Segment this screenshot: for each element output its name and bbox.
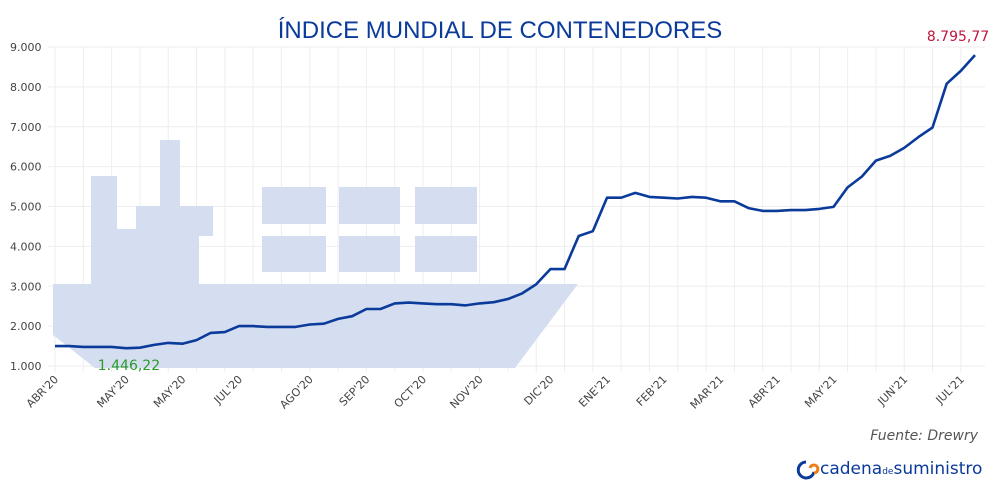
ship-hull xyxy=(53,284,578,368)
value-label: 1.446,22 xyxy=(98,358,160,374)
y-tick-label: 3.000 xyxy=(10,280,42,293)
brand: suministro xyxy=(893,459,982,479)
chart-title: ÍNDICE MUNDIAL DE CONTENEDORES xyxy=(278,17,723,44)
ship-tower xyxy=(160,140,180,284)
y-tick-label: 5.000 xyxy=(10,201,42,214)
ship-tower xyxy=(117,229,136,284)
x-tick-label: OCT'20 xyxy=(392,373,430,411)
x-tick-label: JUL'20 xyxy=(211,373,245,407)
x-tick-label: ENE'21 xyxy=(576,373,613,410)
source: Fuente: Drewry xyxy=(870,428,978,444)
y-tick-label: 8.000 xyxy=(10,81,42,94)
container xyxy=(339,187,400,224)
y-tick-label: 4.000 xyxy=(10,240,42,253)
ship-tower xyxy=(136,206,160,284)
x-tick-label: ABR'20 xyxy=(24,373,61,410)
data-line xyxy=(55,54,976,350)
ship-tower xyxy=(180,206,213,236)
container xyxy=(339,236,400,272)
value-label: 8.795,77 xyxy=(927,29,989,45)
x-tick-label: SEP'20 xyxy=(337,373,373,409)
x-tick-label: JUN'21 xyxy=(875,373,911,409)
x-tick-label: AGO'20 xyxy=(277,373,316,412)
x-tick-label: MAR'21 xyxy=(688,373,727,412)
x-tick-label: DIC'20 xyxy=(522,373,557,408)
container xyxy=(415,187,477,224)
container xyxy=(262,236,326,272)
ship-tower xyxy=(91,176,117,284)
x-tick-label: MAY'20 xyxy=(151,373,188,410)
brand-logo: cadenadesuministro xyxy=(796,459,982,480)
x-tick-label: JUL'21 xyxy=(933,373,967,407)
x-tick-label: NOV'20 xyxy=(447,373,485,411)
y-tick-label: 2.000 xyxy=(10,320,42,333)
container xyxy=(262,187,326,224)
x-tick-label: MAY'21 xyxy=(802,373,839,410)
svg-text:cadenadesuministro: cadenadesuministro xyxy=(820,459,982,479)
x-tick-label: MAY'20 xyxy=(94,373,131,410)
y-tick-label: 1.000 xyxy=(10,360,42,373)
x-tick-label: ABR'21 xyxy=(746,373,783,410)
y-tick-label: 6.000 xyxy=(10,161,42,174)
y-tick-label: 7.000 xyxy=(10,121,42,134)
logo-icon xyxy=(796,460,816,480)
logo-icon xyxy=(808,463,820,475)
x-tick-label: FEB'21 xyxy=(634,373,670,409)
y-tick-label: 9.000 xyxy=(10,41,42,54)
ship-illustration xyxy=(53,140,578,368)
brand: de xyxy=(882,467,894,477)
ship-tower xyxy=(180,236,199,284)
container xyxy=(415,236,477,272)
brand: cadena xyxy=(820,459,882,479)
